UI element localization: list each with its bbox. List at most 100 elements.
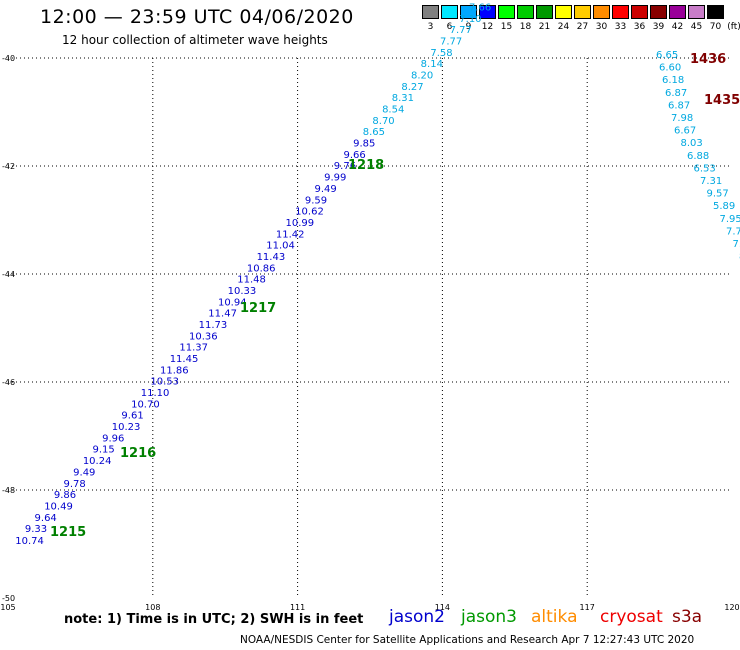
wave-height-label: 11.37 — [179, 343, 208, 354]
wave-height-label: 6.87 — [665, 88, 687, 99]
satellite-altika: altika — [531, 607, 578, 627]
wave-height-label: 5.89 — [713, 201, 735, 212]
lat-label--50: -50 — [2, 594, 15, 603]
wave-height-label: 10.94 — [218, 297, 247, 308]
wave-height-label: 7.10 — [459, 14, 481, 25]
pass-label-1435: 1435 — [704, 93, 740, 108]
legend-label-30: 30 — [595, 22, 608, 32]
legend-swatch-45 — [688, 5, 705, 19]
legend-swatch-6 — [441, 5, 458, 19]
wave-height-label: 11.45 — [170, 354, 199, 365]
lat-label--46: -46 — [2, 378, 15, 387]
wave-height-label: 10.24 — [83, 456, 112, 467]
wave-height-label: 6.67 — [674, 126, 696, 137]
wave-height-label: 9.64 — [35, 513, 57, 524]
legend-swatch-15 — [498, 5, 515, 19]
wave-height-label: 6.87 — [668, 100, 690, 111]
pass-label-1218: 1218 — [348, 158, 384, 173]
wave-height-label: 11.04 — [266, 241, 295, 252]
wave-height-label: 11.73 — [199, 320, 228, 331]
wave-height-tracks: 10.749.339.6410.499.869.789.4910.249.159… — [15, 0, 740, 547]
wave-height-label: 10.86 — [247, 263, 276, 274]
wave-height-label: 9.96 — [102, 433, 124, 444]
legend-label-9: 9 — [465, 22, 472, 32]
satellite-jason2: jason2 — [389, 607, 445, 627]
legend-label-45: 45 — [690, 22, 703, 32]
lat-label--42: -42 — [2, 162, 15, 171]
legend-swatch-3 — [422, 5, 439, 19]
wave-height-label: 8.03 — [681, 138, 703, 149]
wave-height-label: 11.47 — [208, 309, 237, 320]
wave-height-label: 10.33 — [228, 286, 257, 297]
legend-swatch-30 — [593, 5, 610, 19]
legend-swatch-24 — [555, 5, 572, 19]
legend-swatch-39 — [650, 5, 667, 19]
wave-height-label: 9.33 — [25, 524, 47, 535]
pass-labels: 1215 1216 1217 1218 1436 1435 — [50, 52, 740, 540]
wave-height-label: 9.66 — [343, 150, 365, 161]
wave-height-label: 11.43 — [257, 252, 286, 263]
legend-label-18: 18 — [519, 22, 532, 32]
wave-height-label: 9.76 — [334, 161, 356, 172]
legend-label-36: 36 — [633, 22, 646, 32]
wave-height-label: 9.57 — [707, 189, 729, 200]
wave-height-label: 9.59 — [305, 195, 327, 206]
wave-height-label: 8.54 — [382, 105, 404, 116]
lon-label-120: 120 — [724, 603, 739, 612]
wave-height-label: 7.95 — [720, 214, 740, 225]
legend-label-3: 3 — [427, 22, 434, 32]
legend-swatch-36 — [631, 5, 648, 19]
legend-label-33: 33 — [614, 22, 627, 32]
legend-swatch-18 — [517, 5, 534, 19]
wave-height-label: 7.98 — [671, 113, 693, 124]
wave-height-label: 6.60 — [659, 63, 681, 74]
wave-height-label: 9.61 — [121, 411, 143, 422]
wave-height-label: 9.78 — [64, 479, 86, 490]
wave-height-label: 10.62 — [295, 207, 324, 218]
legend-swatch-12 — [479, 5, 496, 19]
wave-height-label: 7.59 — [733, 239, 740, 250]
credit-line: NOAA/NESDIS Center for Satellite Applica… — [240, 634, 695, 646]
wave-height-label: 9.86 — [54, 490, 76, 501]
wave-height-label: 6.53 — [694, 163, 716, 174]
legend-swatch-42 — [669, 5, 686, 19]
legend-label-12: 12 — [481, 22, 494, 32]
lon-label-114: 114 — [435, 603, 450, 612]
pass-label-1215: 1215 — [50, 525, 86, 540]
legend-swatch-9 — [460, 5, 477, 19]
lat-label--48: -48 — [2, 486, 15, 495]
legend-label-27: 27 — [576, 22, 589, 32]
pass-label-1217: 1217 — [240, 301, 276, 316]
wave-height-label: 6.65 — [656, 50, 678, 61]
wave-height-label: 11.42 — [276, 229, 305, 240]
legend-swatch-21 — [536, 5, 553, 19]
wave-height-label: 8.14 — [421, 59, 443, 70]
legend-label-21: 21 — [538, 22, 551, 32]
wave-height-label: 7.77 — [450, 25, 472, 36]
wave-height-label: 10.74 — [15, 536, 44, 547]
legend-label-24: 24 — [557, 22, 570, 32]
legend-label-15: 15 — [500, 22, 513, 32]
wave-height-label: 8.20 — [411, 71, 433, 82]
wave-height-label: 10.36 — [189, 331, 218, 342]
legend-swatch-27 — [574, 5, 591, 19]
wave-height-label: 7.31 — [700, 176, 722, 187]
lat-label--44: -44 — [2, 270, 15, 279]
wave-height-label: 6.88 — [687, 151, 709, 162]
legend-swatch-70 — [707, 5, 724, 19]
wave-height-label: 7.77 — [440, 37, 462, 48]
wave-height-label: 7.73 — [726, 226, 740, 237]
wave-height-label: 8.27 — [401, 82, 423, 93]
lat-lon-grid: 105 108 111 114 117 120-40-42-44-46-48-50 — [0, 54, 739, 612]
satellite-s3a: s3a — [672, 607, 703, 627]
satellite-cryosat: cryosat — [600, 607, 663, 627]
lon-label-105: 105 — [0, 603, 15, 612]
satellite-jason3: jason3 — [461, 607, 517, 627]
wave-height-label: 8.31 — [392, 93, 414, 104]
wave-height-label: 10.23 — [112, 422, 141, 433]
legend-label-39: 39 — [652, 22, 665, 32]
lon-label-108: 108 — [145, 603, 160, 612]
footer-note: note: 1) Time is in UTC; 2) SWH is in fe… — [64, 612, 364, 627]
map-title: 12:00 — 23:59 UTC 04/06/2020 — [40, 6, 354, 28]
